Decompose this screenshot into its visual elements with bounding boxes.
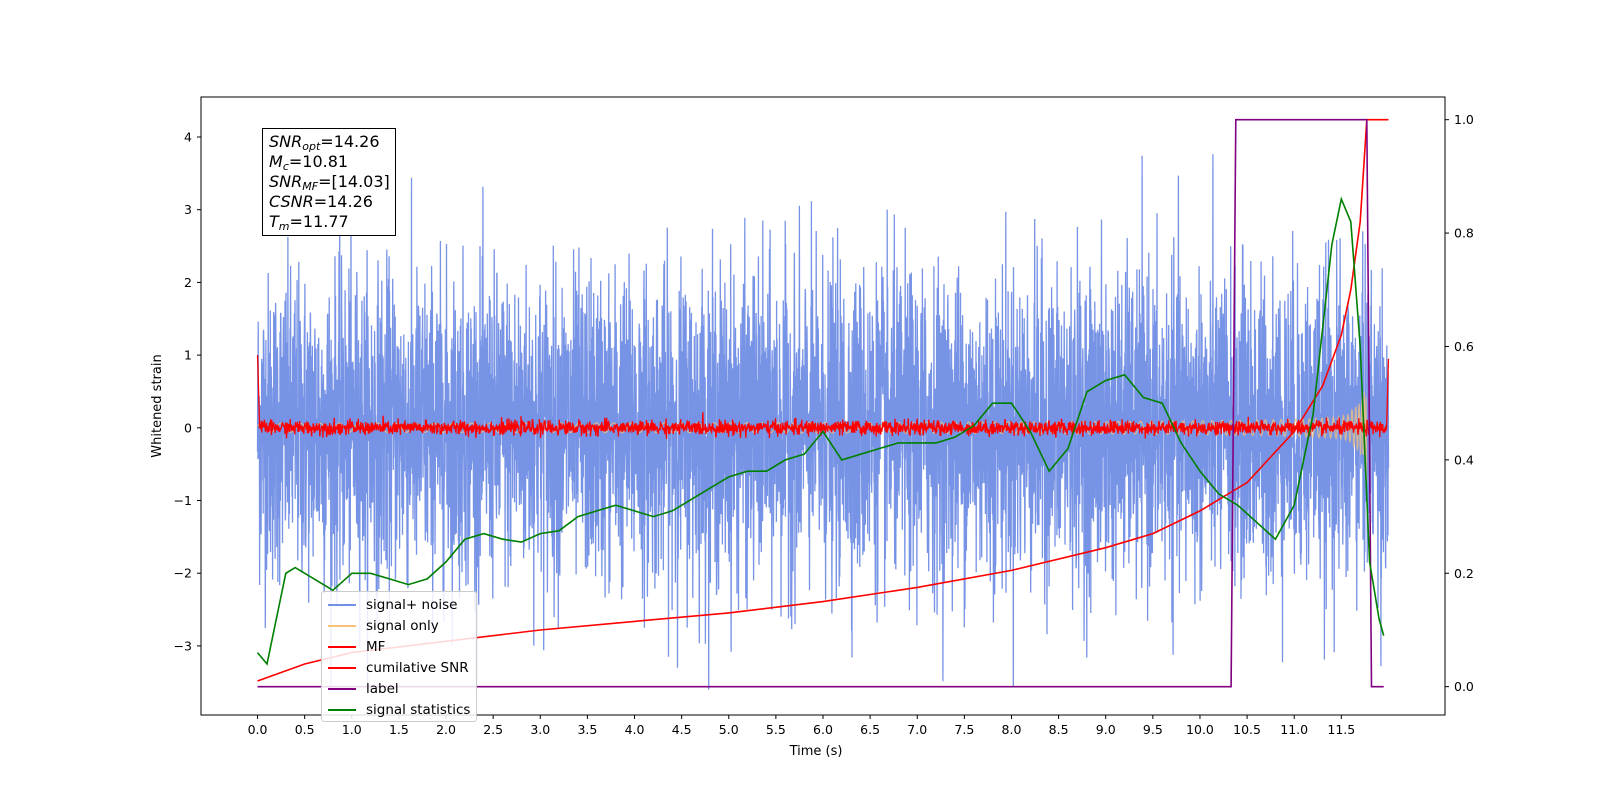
x-tick-label: 6.0	[813, 722, 833, 737]
legend-swatch	[328, 645, 356, 648]
annotation-tm-value: 11.77	[302, 212, 349, 231]
x-tick-label: 11.0	[1280, 722, 1308, 737]
y-axis-label: Whitened strain	[150, 354, 165, 457]
x-tick-label: 7.5	[954, 722, 974, 737]
x-tick-label: 2.0	[436, 722, 456, 737]
annotation-csnr: CSNR=14.26	[269, 192, 373, 211]
legend-label: label	[366, 680, 399, 697]
legend-swatch	[328, 603, 356, 606]
y-left-tick-label: 1	[184, 348, 192, 363]
legend-swatch	[328, 708, 356, 711]
legend-item: MF	[326, 636, 470, 657]
y-left-tick-label: 4	[184, 129, 192, 144]
y-right-tick-label: 0.4	[1454, 452, 1474, 467]
x-tick-label: 3.5	[577, 722, 597, 737]
legend-label: signal statistics	[366, 701, 471, 718]
x-tick-label: 5.5	[766, 722, 786, 737]
series-signal-statistics	[256, 196, 1385, 666]
x-tick-label: 4.0	[625, 722, 645, 737]
legend-label: signal only	[366, 617, 439, 634]
annotation-tm: Tm=11.77	[269, 212, 349, 233]
x-tick-label: 7.0	[907, 722, 927, 737]
annotation-mc-value: 10.81	[302, 152, 349, 171]
legend-label: signal+ noise	[366, 596, 458, 613]
x-tick-label: 6.5	[860, 722, 880, 737]
annotation-snr-opt: SNRopt=14.26	[269, 132, 380, 153]
x-axis: 0.0 0.5 1.0 1.5 2.0 2.5 3.0 3.5 4.0 4.5 5.0 5.5 6.0 6…	[248, 715, 1355, 737]
legend-swatch	[328, 687, 356, 690]
x-tick-label: 2.5	[483, 722, 503, 737]
legend-label: MF	[366, 638, 386, 655]
x-tick-label: 1.5	[389, 722, 409, 737]
plot-area	[256, 118, 1390, 690]
annotation-box: SNRopt=14.26 Mc=10.81 SNRMF=[14.03] CSNR…	[262, 128, 396, 236]
y-left-tick-label: −3	[174, 638, 192, 653]
y-right-tick-label: 0.2	[1454, 566, 1474, 581]
y-right-tick-label: 0.8	[1454, 226, 1474, 241]
legend-swatch	[328, 624, 356, 627]
y-right-tick-label: 1.0	[1454, 112, 1474, 127]
series-cumulative-snr	[257, 118, 1389, 682]
legend-label: cumilative SNR	[366, 659, 469, 676]
series-label	[257, 118, 1384, 688]
y-right-tick-label: 0.0	[1454, 679, 1474, 694]
y-left-tick-label: −1	[174, 493, 192, 508]
x-tick-label: 8.5	[1049, 722, 1069, 737]
y-left-tick-label: 0	[184, 420, 192, 435]
x-tick-label: 9.0	[1096, 722, 1116, 737]
x-tick-label: 9.5	[1143, 722, 1163, 737]
annotation-mc: Mc=10.81	[269, 152, 349, 173]
annotation-snr-opt-value: 14.26	[333, 132, 380, 151]
x-tick-label: 8.0	[1002, 722, 1022, 737]
x-tick-label: 11.5	[1327, 722, 1355, 737]
x-tick-label: 10.5	[1233, 722, 1261, 737]
legend-item: label	[326, 678, 470, 699]
annotation-csnr-value: 14.26	[327, 192, 373, 211]
x-tick-label: 4.5	[672, 722, 692, 737]
x-tick-label: 0.0	[248, 722, 268, 737]
y-axis-left: 4 3 2 1 0 −1 −2 −3	[174, 129, 201, 653]
y-left-tick-label: 2	[184, 275, 192, 290]
y-axis-right: 1.0 0.8 0.6 0.4 0.2 0.0	[1445, 112, 1474, 694]
legend-swatch	[328, 666, 356, 669]
x-axis-label: Time (s)	[789, 744, 843, 759]
legend-item: signal only	[326, 615, 470, 636]
x-tick-label: 0.5	[295, 722, 315, 737]
x-tick-label: 3.0	[530, 722, 550, 737]
annotation-snr-mf-value: [14.03]	[331, 172, 390, 191]
y-right-tick-label: 0.6	[1454, 339, 1474, 354]
x-tick-label: 10.0	[1186, 722, 1214, 737]
x-tick-label: 5.0	[719, 722, 739, 737]
y-left-tick-label: 3	[184, 202, 192, 217]
x-tick-label: 1.0	[342, 722, 362, 737]
legend-item: cumilative SNR	[326, 657, 470, 678]
legend-item: signal statistics	[326, 699, 470, 720]
legend-item: signal+ noise	[326, 594, 470, 615]
annotation-snr-mf: SNRMF=[14.03]	[269, 172, 390, 193]
y-left-tick-label: −2	[174, 566, 192, 581]
legend: signal+ noise signal only MF cumilative …	[321, 591, 478, 722]
